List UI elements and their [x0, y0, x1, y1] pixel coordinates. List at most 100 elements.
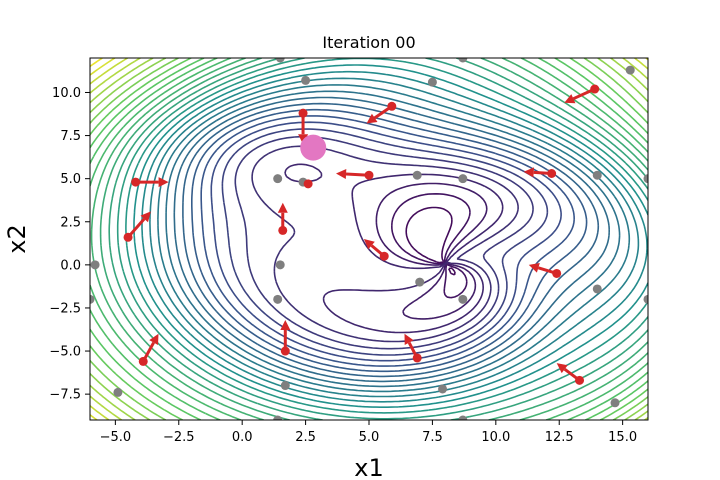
- x-tick-label: 10.0: [481, 430, 510, 445]
- particle-arrow-shaft: [407, 341, 419, 359]
- contour-level: [90, 58, 648, 420]
- particle-arrow-head: [298, 134, 309, 145]
- particle-arrow-head: [564, 94, 576, 104]
- contour-level: [90, 58, 648, 420]
- gray-point: [113, 387, 123, 397]
- gray-point: [643, 294, 648, 304]
- gray-point: [280, 381, 290, 391]
- particle-arrow-head: [158, 177, 169, 188]
- particle-arrow-head: [556, 363, 568, 374]
- y-axis: −7.5 −5.0 −2.5 0.0 2.5 5.0 7.5 10.0: [49, 86, 90, 403]
- contour-level: [116, 58, 648, 420]
- x-axis-label: x1: [354, 454, 383, 480]
- x-tick-label: 15.0: [608, 430, 637, 445]
- particle-arrow-shaft: [373, 105, 393, 120]
- contour-level: [234, 135, 534, 350]
- gray-point: [438, 384, 448, 394]
- particle-arrow-head: [140, 211, 151, 223]
- y-tick-label: 7.5: [60, 129, 81, 144]
- gray-point: [275, 260, 285, 270]
- gray-point: [592, 170, 602, 180]
- contour-level: [182, 102, 600, 378]
- contour-level: [221, 128, 549, 356]
- particle-arrow-head: [528, 263, 540, 273]
- contour-level: [210, 121, 562, 362]
- particle-arrow-shaft: [572, 87, 596, 101]
- gray-point: [275, 58, 285, 63]
- particle-arrow-head: [363, 239, 375, 250]
- contour-level: [191, 108, 588, 373]
- particle-arrow-shaft: [563, 367, 581, 382]
- highlight-point: [300, 134, 327, 161]
- particle-arrow-shaft: [345, 172, 370, 177]
- highlight-layer: [300, 134, 327, 161]
- gray-point: [458, 174, 468, 184]
- gray-point: [458, 58, 468, 63]
- contour-level: [90, 58, 648, 420]
- contour-level: [165, 90, 621, 388]
- y-tick-label: 0.0: [60, 258, 81, 273]
- contour-level: [391, 193, 471, 299]
- particle-arrow-head: [404, 333, 414, 345]
- contour-level: [108, 58, 648, 420]
- contour-level: [90, 58, 648, 420]
- gray-point: [592, 284, 602, 294]
- y-axis-label: x2: [3, 224, 31, 253]
- y-tick-label: −7.5: [49, 388, 81, 403]
- particle-arrow-shaft: [370, 244, 386, 258]
- contour-level: [149, 77, 640, 398]
- particle-arrow-shaft: [126, 217, 146, 239]
- contour-level: [90, 58, 648, 420]
- contour-level: [90, 58, 103, 68]
- particle-arrow-head: [523, 167, 534, 178]
- particles: [123, 84, 600, 385]
- gray-point: [301, 75, 311, 85]
- particle-arrow-shaft: [141, 341, 155, 363]
- contour-level: [173, 96, 610, 383]
- particle-arrow-head: [366, 113, 378, 124]
- contour-level: [90, 58, 648, 420]
- gray-point: [273, 294, 283, 304]
- particle-arrow-shaft: [533, 170, 552, 175]
- contour-level: [90, 58, 648, 420]
- contour-level: [157, 84, 631, 393]
- y-tick-label: −5.0: [49, 345, 81, 360]
- x-tick-label: 2.5: [295, 430, 316, 445]
- y-tick-label: 5.0: [60, 172, 81, 187]
- gray-point: [625, 65, 635, 75]
- x-tick-label: 12.5: [545, 430, 574, 445]
- gray-point: [610, 398, 620, 408]
- gray-point: [273, 174, 283, 184]
- contour-level: [375, 182, 488, 320]
- y-tick-label: 2.5: [60, 215, 81, 230]
- x-tick-label: −2.5: [163, 430, 195, 445]
- gray-point: [458, 294, 468, 304]
- x-tick-label: 7.5: [422, 430, 443, 445]
- x-tick-label: 0.0: [232, 430, 253, 445]
- y-tick-label: −2.5: [49, 301, 81, 316]
- particle-arrow-head: [280, 320, 291, 330]
- x-axis: −5.0 −2.5 0.0 2.5 5.0 7.5 10.0 12.5 15.0: [100, 420, 637, 445]
- particle-arrow-head: [277, 202, 288, 213]
- contour-level: [125, 58, 648, 414]
- x-tick-label: 5.0: [359, 430, 380, 445]
- gray-point: [427, 77, 437, 87]
- chart-title: Iteration 00: [322, 33, 415, 52]
- gray-point: [458, 415, 468, 420]
- gray-point: [415, 277, 425, 287]
- contour-level: [133, 64, 648, 408]
- gray-point: [90, 260, 100, 270]
- particle-arrow-head: [149, 333, 159, 345]
- gray-points: [90, 58, 648, 420]
- y-tick-label: 10.0: [52, 86, 81, 101]
- gray-point: [273, 415, 283, 420]
- contour-level: [405, 206, 456, 276]
- contour-level: [251, 145, 519, 343]
- particle-point: [303, 179, 313, 189]
- gray-point: [412, 170, 422, 180]
- gray-point: [90, 294, 95, 304]
- x-tick-label: −5.0: [100, 430, 132, 445]
- contour-level: [90, 58, 648, 420]
- particle-arrow-shaft: [537, 266, 558, 275]
